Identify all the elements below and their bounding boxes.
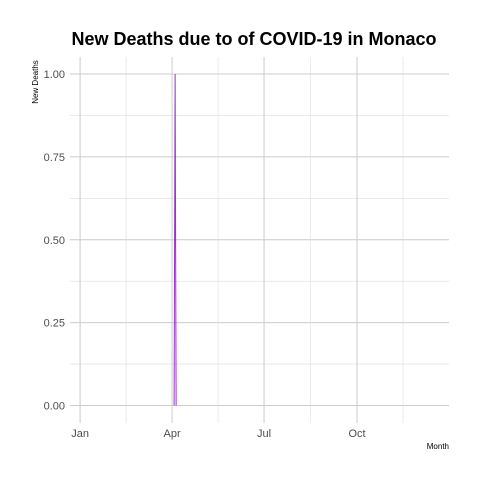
y-axis-label: New Deaths: [31, 60, 40, 104]
chart-title: New Deaths due to of COVID-19 in Monaco: [71, 29, 436, 49]
series-layer: [173, 73, 177, 406]
y-tick-label: 0.25: [44, 318, 65, 330]
y-tick-label: 1.00: [44, 69, 65, 81]
grid: [70, 57, 449, 423]
y-tick-label: 0.75: [44, 152, 65, 164]
y-tick-label: 0.00: [44, 401, 65, 413]
x-axis-label: Month: [427, 442, 449, 451]
series-line: [173, 73, 177, 406]
x-tick-label: Jul: [257, 428, 271, 440]
x-tick-labels: Jan Apr Jul Oct: [71, 428, 365, 440]
x-tick-label: Jan: [71, 428, 89, 440]
x-tick-label: Oct: [348, 428, 365, 440]
y-tick-label: 0.50: [44, 235, 65, 247]
x-tick-label: Apr: [164, 428, 181, 440]
y-tick-labels: 0.00 0.25 0.50 0.75 1.00: [44, 69, 65, 413]
